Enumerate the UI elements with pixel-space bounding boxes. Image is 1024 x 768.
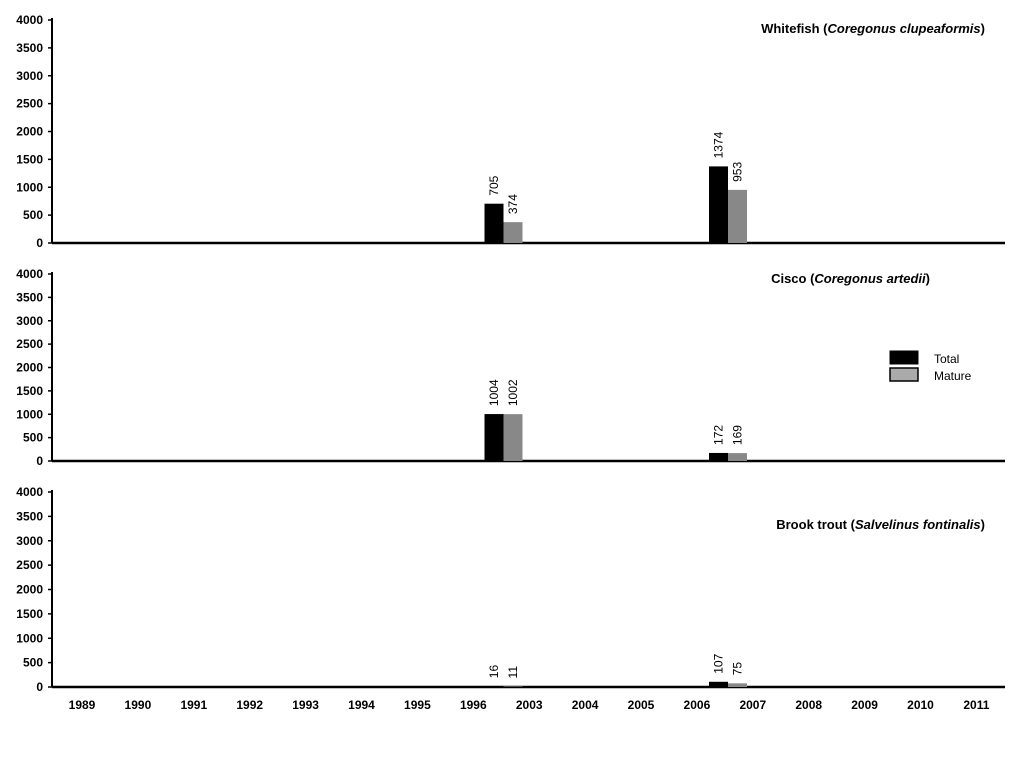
y-tick-label: 3500 (16, 41, 43, 55)
x-tick-label-2006: 2006 (684, 698, 711, 712)
x-tick-label-1992: 1992 (236, 698, 263, 712)
x-tick-label-2010: 2010 (907, 698, 934, 712)
y-tick-label: 500 (23, 208, 43, 222)
data-label-total-2008: 107 (712, 653, 726, 673)
bar-mature-2008 (728, 453, 747, 461)
panel-title: Brook trout (Salvelinus fontinalis) (776, 517, 985, 532)
y-tick-label: 3500 (16, 290, 43, 304)
x-tick-label-2009: 2009 (851, 698, 878, 712)
x-tick-label-1991: 1991 (180, 698, 207, 712)
x-tick-label-1989: 1989 (69, 698, 96, 712)
data-label-mature-2004: 1002 (506, 379, 520, 406)
y-tick-label: 2000 (16, 125, 43, 139)
bar-total-2008 (709, 452, 728, 461)
data-label-mature-2004: 11 (506, 666, 520, 679)
y-tick-label: 2500 (16, 558, 43, 572)
bar-total-2004 (484, 686, 504, 687)
y-tick-label: 3000 (16, 314, 43, 328)
data-label-mature-2008: 953 (731, 162, 745, 182)
x-tick-label-1995: 1995 (404, 698, 431, 712)
x-axis-labels: 1989 1990 1991 1992 1993 1994 1995 1996 2003 2004… (69, 698, 990, 712)
y-tick-label: 4000 (16, 485, 43, 499)
data-label-mature-2004: 374 (506, 194, 520, 214)
y-tick-label: 4000 (16, 267, 43, 281)
bar-mature-2004 (503, 686, 523, 687)
panel-cisco: 0 500 1000 1500 2000 2500 3000 3500 4000 Cisco (C… (16, 267, 1005, 468)
y-tick-label: 2000 (16, 583, 43, 597)
legend-label-total: Total (934, 352, 959, 366)
data-label-mature-2008: 75 (731, 662, 745, 676)
x-tick-label-1990: 1990 (125, 698, 152, 712)
y-tick-label: 2500 (16, 337, 43, 351)
bar-total-2008 (709, 681, 728, 687)
legend: Total Mature (889, 350, 972, 383)
bar-total-2004 (484, 414, 504, 461)
panel-brook-trout: 0 500 1000 1500 2000 2500 3000 3500 4000 Brook tr… (16, 485, 1005, 694)
y-tick-label: 3000 (16, 534, 43, 548)
chart-panels: 0 500 1000 1500 2000 2500 3000 3500 4000 Whitefis… (16, 13, 1005, 694)
panel-title: Cisco (Coregonus artedii) (771, 271, 930, 286)
y-tick-label: 4000 (16, 13, 43, 27)
bar-total-2008 (709, 166, 728, 243)
y-tick-label: 0 (36, 236, 43, 250)
data-label-mature-2008: 169 (731, 425, 745, 445)
y-tick-label: 1500 (16, 384, 43, 398)
y-tick-label: 1500 (16, 607, 43, 621)
x-tick-label-2007: 2007 (739, 698, 766, 712)
y-tick-label: 1000 (16, 180, 43, 194)
legend-label-mature: Mature (934, 369, 972, 383)
y-tick-label: 3000 (16, 69, 43, 83)
data-label-total-2004: 1004 (487, 379, 501, 406)
y-tick-label: 0 (36, 454, 43, 468)
x-tick-label-1996: 1996 (460, 698, 487, 712)
y-tick-label: 500 (23, 431, 43, 445)
x-tick-label-2011: 2011 (963, 698, 989, 712)
y-tick-label: 0 (36, 680, 43, 694)
y-tick-label: 1500 (16, 152, 43, 166)
bar-total-2004 (484, 203, 504, 243)
bar-mature-2004 (503, 222, 523, 243)
legend-swatch-total (889, 350, 919, 365)
legend-swatch-mature (889, 367, 919, 382)
panel-title: Whitefish (Coregonus clupeaformis) (761, 21, 985, 36)
bar-mature-2008 (728, 189, 747, 243)
x-tick-label-2008: 2008 (795, 698, 822, 712)
y-tick-label: 3500 (16, 509, 43, 523)
y-tick-label: 2500 (16, 97, 43, 111)
y-tick-label: 1000 (16, 407, 43, 421)
bar-mature-2008 (728, 683, 747, 687)
x-tick-label-2004: 2004 (572, 698, 599, 712)
x-tick-label-2005: 2005 (628, 698, 655, 712)
x-tick-label-1993: 1993 (292, 698, 319, 712)
data-label-total-2004: 705 (487, 175, 501, 195)
bar-mature-2004 (503, 414, 523, 461)
data-label-total-2008: 1374 (712, 131, 726, 158)
x-tick-label-2003: 2003 (516, 698, 543, 712)
y-tick-label: 2000 (16, 361, 43, 375)
y-tick-label: 1000 (16, 631, 43, 645)
y-tick-label: 500 (23, 656, 43, 670)
data-label-total-2008: 172 (712, 425, 726, 445)
panel-whitefish: 0 500 1000 1500 2000 2500 3000 3500 4000 Whitefis… (16, 13, 1005, 250)
data-label-total-2004: 16 (487, 665, 501, 679)
x-tick-label-1994: 1994 (348, 698, 375, 712)
